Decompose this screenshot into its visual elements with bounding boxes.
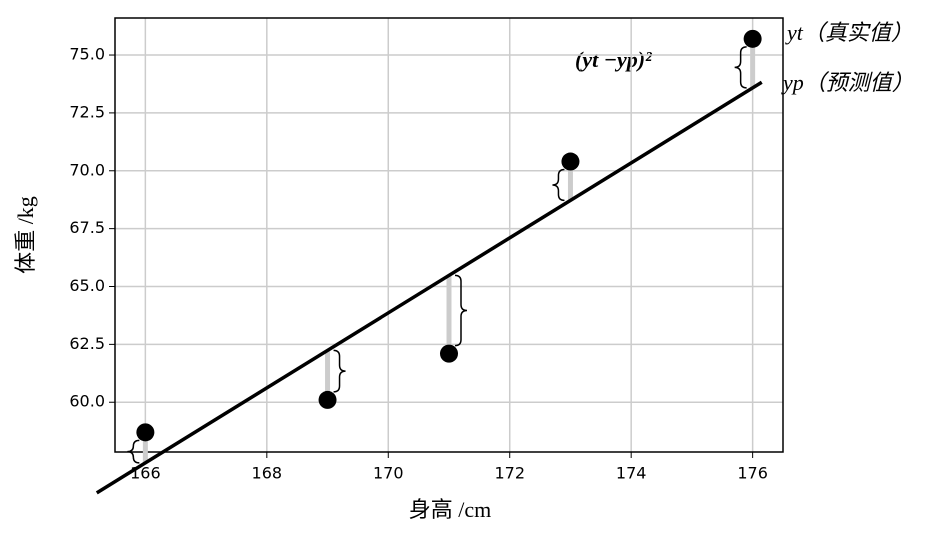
point <box>136 423 155 442</box>
y-tick-label: 62.5 <box>69 334 105 353</box>
actual-annotation: yt（真实值） <box>785 20 913 45</box>
residual-brace <box>127 439 140 464</box>
residual-annotation: (yt −yp)² <box>575 47 652 72</box>
x-tick-label: 176 <box>737 464 768 483</box>
plot-frame <box>114 17 784 453</box>
point <box>743 29 762 48</box>
y-tick-label: 70.0 <box>69 160 105 179</box>
x-tick-label: 172 <box>494 464 525 483</box>
point <box>440 344 458 363</box>
x-tick-label: 174 <box>616 464 647 483</box>
residual-brace <box>454 274 468 347</box>
y-axis-label: 体重 /kg <box>13 196 38 274</box>
residual-brace <box>552 168 565 202</box>
residual-brace <box>333 349 346 393</box>
y-tick-label: 75.0 <box>69 45 105 64</box>
residual-brace <box>734 46 747 89</box>
y-tick-label: 72.5 <box>69 102 105 121</box>
predicted-annotation: yp（预测值） <box>781 70 914 95</box>
y-tick-label: 60.0 <box>69 392 105 411</box>
point <box>318 390 337 409</box>
x-axis-label: 身高 /cm <box>409 497 492 522</box>
x-tick-label: 168 <box>252 464 283 483</box>
x-tick-label: 170 <box>373 464 404 483</box>
y-tick-label: 67.5 <box>69 218 105 237</box>
x-tick-label: 166 <box>130 464 161 483</box>
regression-line <box>95 80 763 495</box>
y-tick-label: 65.0 <box>69 276 105 295</box>
point <box>561 152 580 171</box>
